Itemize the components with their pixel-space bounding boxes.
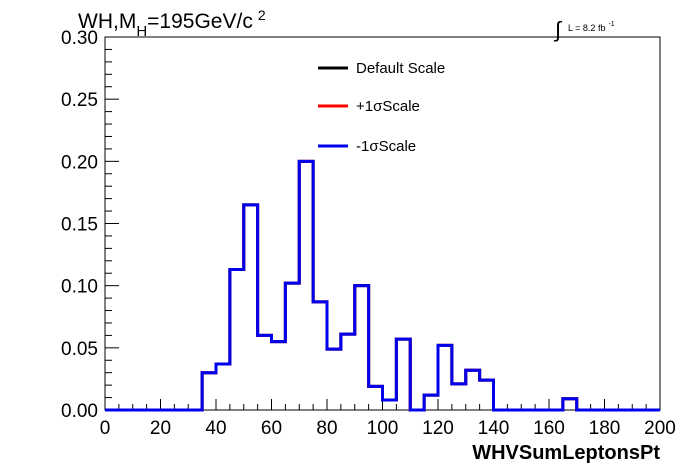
x-tick-label: 20 [150, 418, 171, 439]
lumi-integral: ∫ [553, 17, 563, 42]
x-tick-label: 0 [100, 418, 111, 439]
x-tick-label: 40 [205, 418, 226, 439]
x-tick-label: 120 [422, 418, 454, 439]
x-tick-label: 160 [533, 418, 565, 439]
legend: Default Scale +1σScale -1σScale [318, 60, 445, 155]
y-tick-label: 0.25 [61, 90, 98, 111]
title-subscript: H [136, 23, 147, 40]
y-tick-label: 0.20 [61, 152, 98, 173]
chart-title: WH,MH=195GeV/c 2 [78, 7, 266, 40]
x-tick-label: 180 [589, 418, 621, 439]
legend-label-plus: +1σScale [356, 98, 420, 115]
y-tick-label: 0.15 [61, 215, 98, 236]
y-axis: 0.00 0.05 0.10 0.15 0.20 0.25 0.30 [61, 28, 119, 422]
x-axis: 0 20 40 60 80 100 120 140 160 180 200 [100, 399, 676, 439]
x-tick-label: 140 [478, 418, 510, 439]
x-axis-title: WHVSumLeptonsPt [472, 442, 660, 464]
series-line-2 [105, 159, 660, 412]
legend-label-minus: -1σScale [356, 138, 416, 155]
x-tick-label: 80 [316, 418, 337, 439]
legend-label-default: Default Scale [356, 60, 445, 77]
lumi-superscript: -1 [608, 21, 614, 28]
plot-frame [104, 36, 661, 411]
y-tick-label: 0.10 [61, 277, 98, 298]
lumi-label: L = 8.2 fb -1 [568, 21, 615, 33]
y-tick-label: 0.05 [61, 339, 98, 360]
title-main: =195GeV/c [147, 10, 253, 33]
x-tick-label: 200 [644, 418, 676, 439]
title-prefix: WH,M [78, 10, 136, 33]
lumi-text: L = 8.2 fb [568, 23, 605, 33]
series-line-1 [105, 159, 660, 412]
x-tick-label: 60 [261, 418, 282, 439]
y-tick-label: 0.30 [61, 28, 98, 49]
series-line-0 [105, 159, 660, 412]
title-superscript: 2 [258, 7, 266, 23]
series-group [105, 159, 660, 412]
x-tick-label: 100 [367, 418, 399, 439]
y-tick-label: 0.00 [61, 401, 98, 422]
